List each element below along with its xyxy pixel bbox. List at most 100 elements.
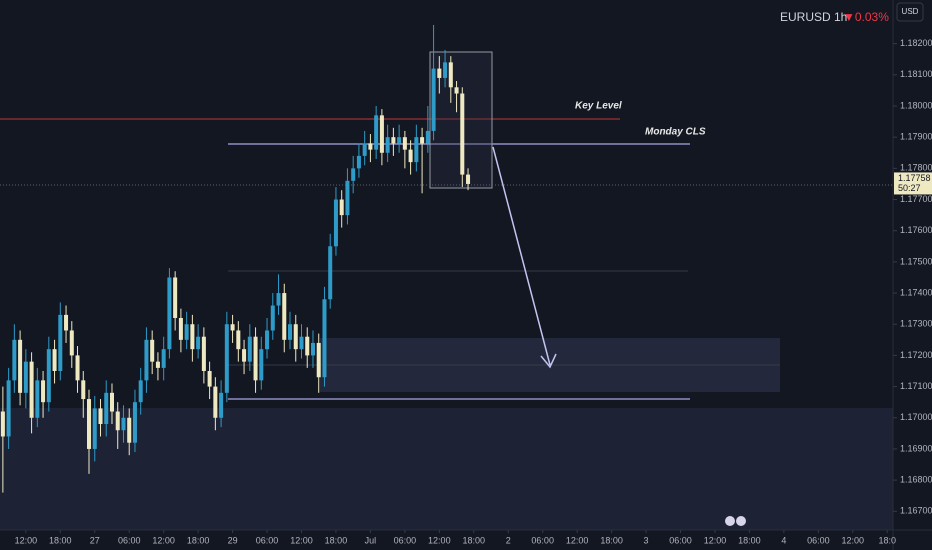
y-tick-label: 1.17700 (900, 194, 932, 204)
candle-body (374, 115, 379, 150)
candle-body (259, 349, 264, 381)
candle-body (29, 361, 34, 418)
symbol: EURUSD 1h (780, 10, 847, 24)
x-tick-label: 12:00 (566, 535, 589, 545)
x-tick-label: 06:00 (531, 535, 554, 545)
y-tick-label: 1.17400 (900, 287, 932, 297)
axes: 1.16700 1.16800 1.16900 1.17000 1.17100 1.172… (15, 38, 932, 545)
x-tick-label: 18:00 (49, 535, 72, 545)
event-icon[interactable] (736, 516, 746, 526)
candle-body (178, 318, 183, 340)
candle-body (190, 324, 195, 350)
x-tick-label: 18:0 (878, 535, 896, 545)
x-tick-label: 3 (644, 535, 649, 545)
currency[interactable]: USD (902, 7, 919, 16)
change: ▼0.03% (843, 10, 889, 24)
candle-body (18, 339, 23, 393)
x-tick-label: 06:00 (669, 535, 692, 545)
y-tick-label: 1.17100 (900, 381, 932, 391)
candle-body (242, 349, 247, 362)
y-tick-label: 1.17500 (900, 256, 932, 266)
candle-body (316, 342, 321, 378)
y-tick-label: 1.17900 (900, 132, 932, 142)
candle-body (161, 349, 166, 368)
last-price: 1.17758 (898, 173, 931, 183)
event-icon[interactable] (725, 516, 735, 526)
x-tick-label: 27 (90, 535, 100, 545)
candle-body (414, 137, 419, 163)
candle-body (219, 392, 224, 418)
candle-body (368, 143, 373, 150)
candle-body (322, 299, 327, 378)
candle-body (247, 336, 252, 362)
candle-body (305, 336, 310, 356)
candle-body (448, 62, 453, 88)
candle-body (127, 417, 132, 443)
x-tick-label: 06:00 (256, 535, 279, 545)
countdown: 50:27 (898, 183, 921, 193)
candle-body (144, 339, 149, 381)
x-tick-label: 18:00 (738, 535, 761, 545)
candle-body (75, 355, 80, 381)
y-tick-label: 1.17200 (900, 350, 932, 360)
x-tick-label: 18:00 (325, 535, 348, 545)
candle-body (282, 293, 287, 340)
x-tick-label: 06:00 (807, 535, 830, 545)
candle-body (23, 361, 28, 393)
candle-body (339, 199, 344, 216)
candle-body (155, 361, 160, 368)
candle-body (351, 168, 356, 181)
candle-body (356, 155, 361, 169)
monday-cls-label: Monday CLS (645, 127, 706, 138)
candle-body (431, 68, 436, 131)
y-tick-label: 1.16800 (900, 474, 932, 484)
candle-body (12, 339, 17, 381)
candle-body (207, 371, 212, 387)
key-level-label: Key Level (575, 101, 622, 112)
candle-body (437, 68, 442, 78)
projection-arrow (492, 146, 551, 366)
candle-body (150, 339, 155, 362)
candle-body (402, 137, 407, 150)
candle-body (276, 293, 281, 306)
x-tick-label: 12:00 (152, 535, 175, 545)
candle-body (236, 330, 241, 350)
candle-body (196, 336, 201, 350)
currency-button[interactable] (896, 2, 924, 22)
candle-body (420, 137, 425, 144)
x-tick-label: 18:00 (463, 535, 486, 545)
x-tick-label: 2 (506, 535, 511, 545)
arrow-head (540, 353, 557, 369)
candle-body (87, 399, 92, 449)
x-tick-label: 4 (781, 535, 786, 545)
x-tick-label: 12:00 (704, 535, 727, 545)
candle-body (397, 137, 402, 144)
candle-body (58, 314, 63, 371)
candle-body (230, 324, 235, 331)
candles (0, 24, 471, 493)
candle-body (333, 199, 338, 247)
candle-body (173, 277, 178, 318)
x-tick-label: 12:00 (290, 535, 313, 545)
candle-body (213, 386, 218, 418)
candle-body (466, 174, 471, 184)
candle-body (287, 324, 293, 340)
candle-body (46, 349, 51, 403)
y-tick-label: 1.16900 (900, 443, 932, 453)
candle-body (454, 87, 459, 94)
candle-body (35, 380, 40, 418)
candle-body (443, 62, 448, 78)
candle-body (425, 130, 430, 144)
x-tick-label: 18:00 (600, 535, 623, 545)
y-tick-label: 1.16700 (900, 506, 932, 516)
candle-body (362, 143, 367, 156)
x-tick-label: Jul (365, 535, 377, 545)
candle-body (92, 408, 97, 449)
candle-body (293, 324, 298, 350)
candle-body (109, 392, 114, 412)
x-tick-label: 12:00 (842, 535, 865, 545)
candle-body (201, 336, 206, 371)
candle-body (0, 411, 5, 437)
